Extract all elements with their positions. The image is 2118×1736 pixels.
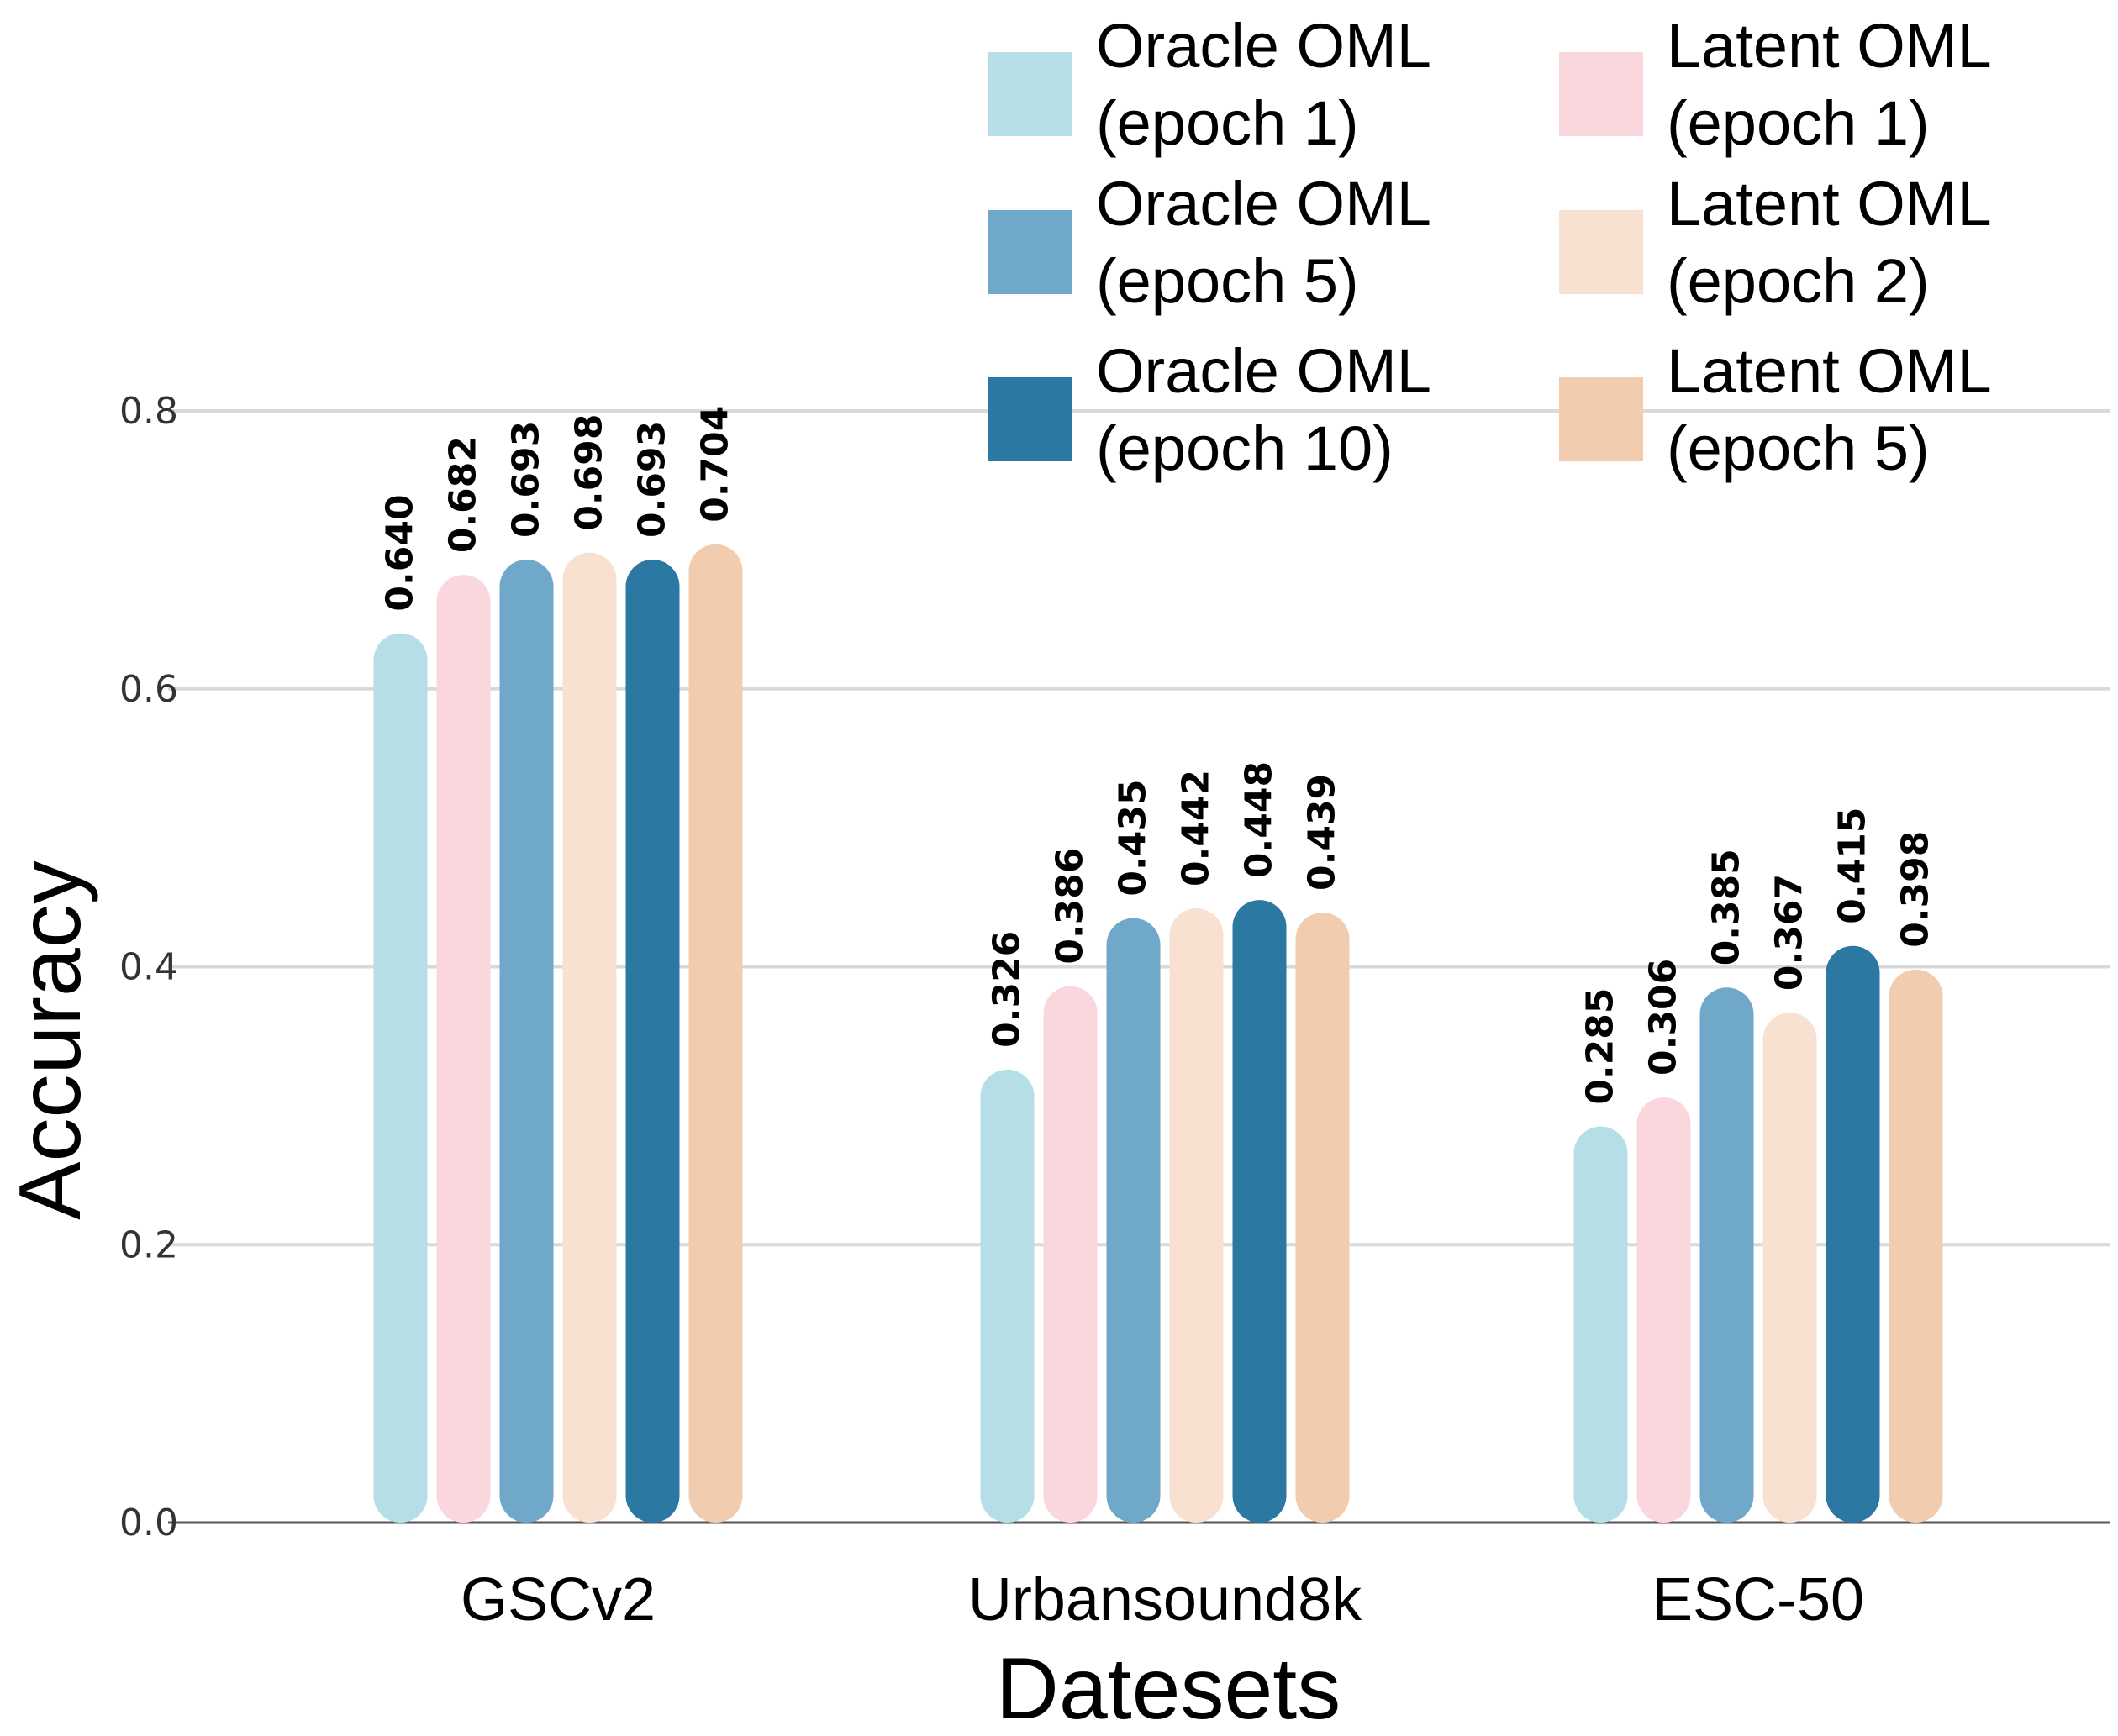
legend-swatch [988,210,1072,294]
bar-value-label: 0.415 [1831,808,1874,924]
x-tick-label: GSCv2 [461,1566,656,1633]
legend-label: (epoch 5) [1096,246,1359,316]
y-tick-label: 0.4 [119,946,178,989]
legend-label: (epoch 1) [1667,88,1930,158]
legend-swatch [1559,52,1643,136]
legend-item: Latent OML(epoch 1) [1559,11,1992,158]
legend-label: Oracle OML [1096,169,1431,239]
bar-value-label: 0.693 [631,421,674,538]
x-axis-ticks: GSCv2 Urbansound8k ESC-50 [461,1566,1864,1633]
x-axis-title: Datesets [996,1640,1341,1736]
bar-value-label: 0.442 [1175,770,1218,886]
y-tick-label: 0.0 [119,1502,178,1544]
legend-item: Oracle OML(epoch 10) [988,336,1431,483]
legend-label: Latent OML [1667,11,1992,81]
legend-swatch [988,52,1072,136]
y-tick-label: 0.6 [119,668,178,711]
bar [1889,969,1943,1523]
legend-swatch [1559,210,1643,294]
legend-item: Latent OML(epoch 2) [1559,169,1992,316]
legend-label: (epoch 1) [1096,88,1359,158]
legend-label: (epoch 10) [1096,413,1394,483]
bar [1169,908,1224,1523]
bar-value-label: 0.306 [1642,959,1685,1076]
bar [436,575,491,1523]
bar-value-label: 0.386 [1049,847,1092,964]
legend-label: (epoch 5) [1667,413,1930,483]
legend-item: Oracle OML(epoch 5) [988,169,1431,316]
bar-value-label: 0.439 [1301,774,1344,891]
bar-value-label: 0.704 [694,406,737,523]
bar-value-label: 0.435 [1112,779,1155,896]
legend-label: Oracle OML [1096,11,1431,81]
bar-value-label: 0.682 [442,436,485,553]
bar-value-label: 0.698 [568,413,611,530]
bar [688,544,743,1523]
bar-value-label: 0.385 [1705,849,1748,965]
legend-swatch [988,377,1072,461]
bar [1106,918,1161,1523]
bar-value-label: 0.367 [1768,874,1811,991]
y-axis-ticks: 0.0 0.2 0.4 0.6 0.8 [119,390,178,1544]
bar-value-label: 0.640 [379,494,422,611]
legend: Oracle OML(epoch 1)Latent OML(epoch 1)Or… [988,11,1992,483]
bar [1699,987,1754,1523]
bar-value-label: 0.448 [1238,761,1281,878]
bar [1636,1097,1691,1523]
bar-value-label: 0.398 [1894,831,1937,948]
bar [1573,1126,1628,1523]
y-axis-title: Accuracy [2,860,99,1220]
bars [373,544,1943,1523]
bar [625,559,680,1523]
legend-label: Latent OML [1667,169,1992,239]
bar-value-label: 0.285 [1579,987,1622,1104]
data-labels: 0.640 0.682 0.693 0.698 0.693 0.704 0.326 0.386… [379,406,1937,1105]
legend-item: Latent OML(epoch 5) [1559,336,1992,483]
bar [499,559,554,1523]
bar [1762,1013,1817,1523]
y-tick-label: 0.8 [119,390,178,433]
x-tick-label: ESC-50 [1652,1566,1864,1633]
bar [562,552,617,1523]
bar [980,1069,1035,1523]
bar [1295,913,1350,1523]
legend-swatch [1559,377,1643,461]
y-tick-label: 0.2 [119,1223,178,1266]
bar [1826,945,1880,1523]
legend-label: (epoch 2) [1667,246,1930,316]
x-tick-label: Urbansound8k [968,1566,1362,1633]
bar [1043,986,1098,1523]
bar [373,633,428,1523]
bar-value-label: 0.326 [986,931,1029,1048]
legend-label: Latent OML [1667,336,1992,406]
bar-value-label: 0.693 [505,421,548,538]
legend-item: Oracle OML(epoch 1) [988,11,1431,158]
bar [1232,900,1287,1523]
legend-label: Oracle OML [1096,336,1431,406]
